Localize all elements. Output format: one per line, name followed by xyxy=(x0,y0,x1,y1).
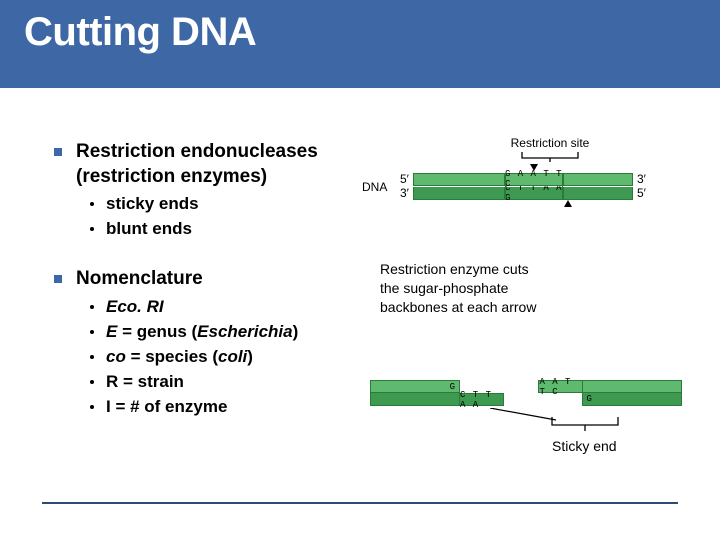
caption-line: backbones at each arrow xyxy=(380,298,536,317)
sub-item: I = # of enzyme xyxy=(90,396,384,419)
bracket-icon xyxy=(550,415,620,431)
bullet-main-1: Restriction endonucleases (restriction e… xyxy=(54,140,384,189)
sub-text: I = # of enzyme xyxy=(106,396,227,419)
dna-bar xyxy=(413,173,505,186)
dna-label: DNA xyxy=(362,180,387,194)
dot-bullet-icon xyxy=(90,202,94,206)
dna-bar-frag: G xyxy=(370,380,460,393)
bullet-main-2: Nomenclature xyxy=(54,267,384,292)
sub-item: R = strain xyxy=(90,371,384,394)
dna-bar xyxy=(563,173,633,186)
slide-title: Cutting DNA xyxy=(24,10,696,55)
sub-item: E = genus (Escherichia) xyxy=(90,321,384,344)
dna-bar-frag: G xyxy=(582,393,682,406)
dot-bullet-icon xyxy=(90,380,94,384)
seq: G xyxy=(450,382,456,392)
three-prime-label: 3′ xyxy=(637,172,646,186)
sub-item: blunt ends xyxy=(90,218,384,241)
sub-item: Eco. RI xyxy=(90,296,384,319)
dot-bullet-icon xyxy=(90,355,94,359)
sub-item: co = species (coli) xyxy=(90,346,384,369)
arrow-up-icon xyxy=(564,200,572,207)
dna-bar xyxy=(563,187,633,200)
dna-bar-frag: C T T A A xyxy=(460,393,504,406)
sub-text: R = strain xyxy=(106,371,184,394)
text-content: Restriction endonucleases (restriction e… xyxy=(54,140,384,443)
pointer-line-icon xyxy=(490,408,560,422)
bracket-icon xyxy=(520,150,580,162)
sub-text: blunt ends xyxy=(106,218,192,241)
restriction-site-label: Restriction site xyxy=(500,136,600,150)
five-prime-label: 5′ xyxy=(400,172,409,186)
title-bar: Cutting DNA xyxy=(0,0,720,88)
sub-text: Eco. RI xyxy=(106,296,164,319)
dna-bar xyxy=(413,187,505,200)
dot-bullet-icon xyxy=(90,330,94,334)
main-text-2: Nomenclature xyxy=(76,267,203,292)
caption-line: Restriction enzyme cuts xyxy=(380,260,536,279)
footer-rule xyxy=(42,502,678,504)
seq-top: G A A T T C xyxy=(505,169,563,189)
diagram-caption: Restriction enzyme cuts the sugar-phosph… xyxy=(380,260,536,317)
dna-bar-frag xyxy=(370,393,460,406)
sub-item: sticky ends xyxy=(90,193,384,216)
dna-seq-box: G A A T T C xyxy=(505,173,563,186)
three-prime-label: 3′ xyxy=(400,186,409,200)
seq: C T T A A xyxy=(460,390,503,410)
sub-text: co = species (coli) xyxy=(106,346,253,369)
dot-bullet-icon xyxy=(90,405,94,409)
seq: G xyxy=(586,394,592,404)
sub-text: E = genus (Escherichia) xyxy=(106,321,298,344)
dna-bar-frag: A A T T C xyxy=(538,380,582,393)
dot-bullet-icon xyxy=(90,305,94,309)
sub-list-2: Eco. RI E = genus (Escherichia) co = spe… xyxy=(90,296,384,419)
dot-bullet-icon xyxy=(90,227,94,231)
dna-bar-frag xyxy=(582,380,682,393)
sticky-end-label: Sticky end xyxy=(552,438,620,454)
sub-text: sticky ends xyxy=(106,193,199,216)
caption-line: the sugar-phosphate xyxy=(380,279,536,298)
square-bullet-icon xyxy=(54,275,62,283)
square-bullet-icon xyxy=(54,148,62,156)
sub-list-1: sticky ends blunt ends xyxy=(90,193,384,241)
sticky-end-group: Sticky end xyxy=(550,415,620,454)
five-prime-label: 5′ xyxy=(637,186,646,200)
main-text-1: Restriction endonucleases (restriction e… xyxy=(76,140,384,189)
